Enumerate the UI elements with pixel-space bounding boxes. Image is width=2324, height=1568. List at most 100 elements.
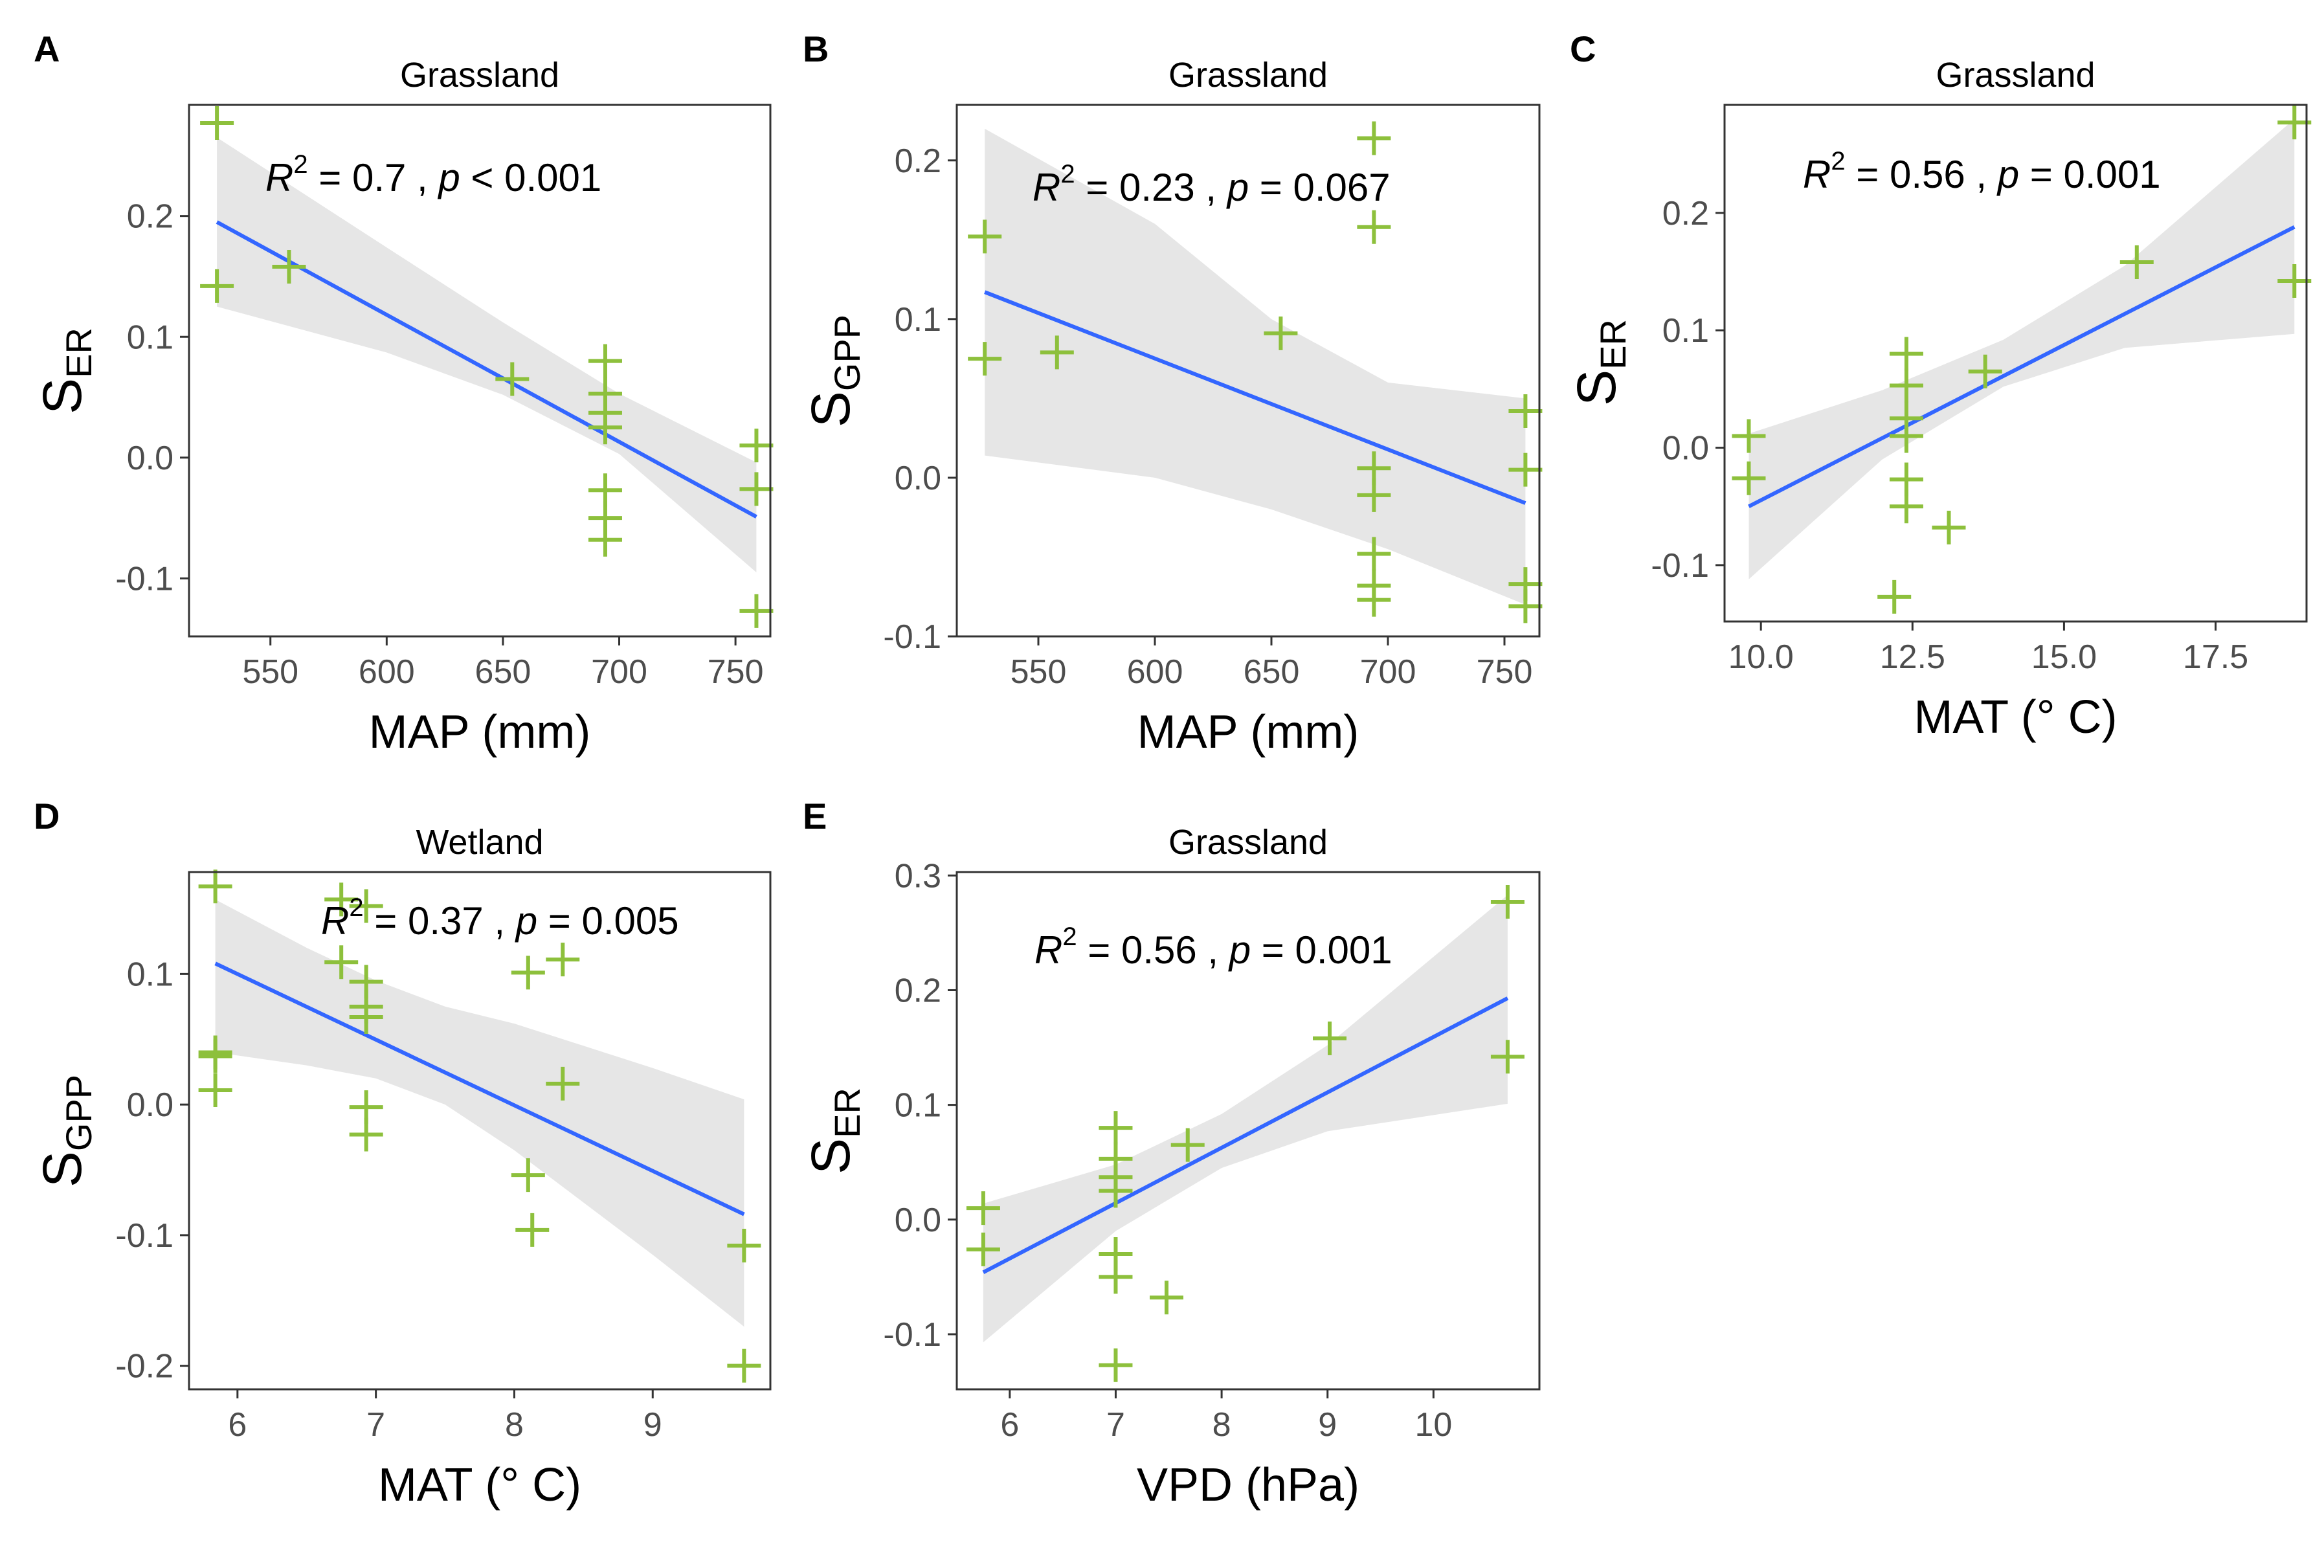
panel-a: A Grassland 550 600 650 700 750 -0.1 0.0 0.1 0.2 MA… [32,28,774,758]
r2-symbol: R [1803,153,1831,196]
y-tick-label: 0.2 [1662,195,1709,232]
panel-title: Grassland [1168,56,1328,95]
y-tick-label: 0.3 [895,857,941,895]
data-point [966,1191,1000,1226]
panel-title: Grassland [1168,823,1328,862]
x-tick-label: 17.5 [2183,638,2248,676]
y-tick-label: 0.0 [127,440,173,477]
r2-value: = 0.37 , [364,899,516,943]
x-tick-label: 700 [591,653,647,691]
r2-superscript: 2 [1831,147,1845,175]
panel-letter: A [34,28,60,69]
confidence-band [215,899,744,1327]
x-tick-label: 750 [1477,653,1533,691]
data-point [324,882,359,917]
panel-letter: C [1570,28,1596,69]
y-axis-label: SER [32,328,99,414]
data-point [349,889,383,923]
plot-frame [955,104,1541,638]
data-point [198,1073,232,1107]
data-point [1357,210,1391,244]
x-tick-label: 600 [1127,653,1183,691]
data-point [1170,1128,1205,1162]
data-point [200,106,234,140]
data-point [968,219,1002,254]
y-tick-label: 0.1 [127,956,173,993]
r2-superscript: 2 [349,893,363,922]
data-point [511,1158,545,1193]
x-tick-label: 10.0 [1728,638,1794,676]
panel-title: Grassland [1936,56,2095,95]
y-axis-label-sub: GPP [827,315,867,391]
p-symbol: p [1226,166,1249,209]
x-tick-label: 10 [1414,1406,1452,1444]
data-point [1357,537,1391,571]
data-point [1889,368,1923,403]
y-axis-label: SER [800,1088,867,1174]
plot-frame [955,871,1541,1391]
data-point [1932,510,1966,544]
confidence-band [217,137,757,573]
data-point [1490,885,1525,919]
p-symbol: p [515,899,537,943]
x-tick-label: 6 [1000,1406,1019,1444]
data-point [1508,589,1543,623]
x-tick-label: 8 [505,1406,524,1444]
x-tick-label: 8 [1212,1406,1231,1444]
y-axis-label-main: S [32,378,93,414]
panel-letter: B [803,28,829,69]
panel-b: B Grassland 550 600 650 700 750 -0.1 0.0 0.1 0.2 MA… [800,28,1543,758]
data-point [546,943,580,977]
y-tick-label: 0.0 [895,1202,941,1239]
y-axis-label-sub: ER [58,328,99,378]
x-tick-label: 15.0 [2031,638,2097,676]
y-axis-label: SGPP [32,1075,99,1187]
x-tick-label: 12.5 [1880,638,1945,676]
data-point [739,594,774,628]
y-tick-label: 0.0 [895,460,941,497]
x-tick-label: 7 [1106,1406,1125,1444]
data-point [1099,1174,1133,1208]
confidence-band [985,128,1526,605]
data-point [1150,1281,1183,1315]
regression-line [1748,225,2296,508]
r2-superscript: 2 [1062,923,1077,951]
p-value: = 0.001 [2019,153,2161,196]
x-axis-label: MAP (mm) [369,706,591,758]
data-point [1877,579,1912,614]
stats-annotation: R2 = 0.37 , p = 0.005 [321,893,679,943]
data-point [1508,453,1543,487]
y-axis-label-sub: ER [1592,319,1633,370]
p-value: = 0.067 [1249,166,1391,209]
regression-line [214,961,745,1216]
data-point [1968,354,2002,388]
stats-annotation: R2 = 0.23 , p = 0.067 [1033,160,1391,209]
p-symbol: p [437,156,460,199]
x-tick-label: 650 [1244,653,1300,691]
panel-letter: D [34,796,60,836]
data-point [727,1229,761,1263]
data-point [349,1000,383,1034]
panel-title: Grassland [400,56,559,95]
y-tick-label: -0.1 [1651,547,1709,585]
y-tick-label: 0.2 [895,972,941,1009]
data-point [739,429,774,463]
r2-value: = 0.7 , [308,156,439,199]
regression-line [984,290,1526,505]
y-tick-label: 0.1 [127,319,173,356]
x-axis-label: MAT (° C) [1914,691,2117,743]
y-tick-label: -0.1 [115,560,173,598]
data-point [200,269,234,303]
data-point [1099,1260,1133,1294]
data-point [1732,461,1766,495]
data-point [324,945,359,980]
y-tick-label: 0.0 [127,1086,173,1124]
confidence-band [1749,118,2295,579]
y-tick-label: 0.2 [895,142,941,180]
y-tick-label: 0.1 [1662,312,1709,350]
data-point [968,342,1002,376]
y-tick-label: 0.1 [895,301,941,339]
stats-annotation: R2 = 0.56 , p = 0.001 [1034,923,1392,972]
data-point [739,472,774,506]
